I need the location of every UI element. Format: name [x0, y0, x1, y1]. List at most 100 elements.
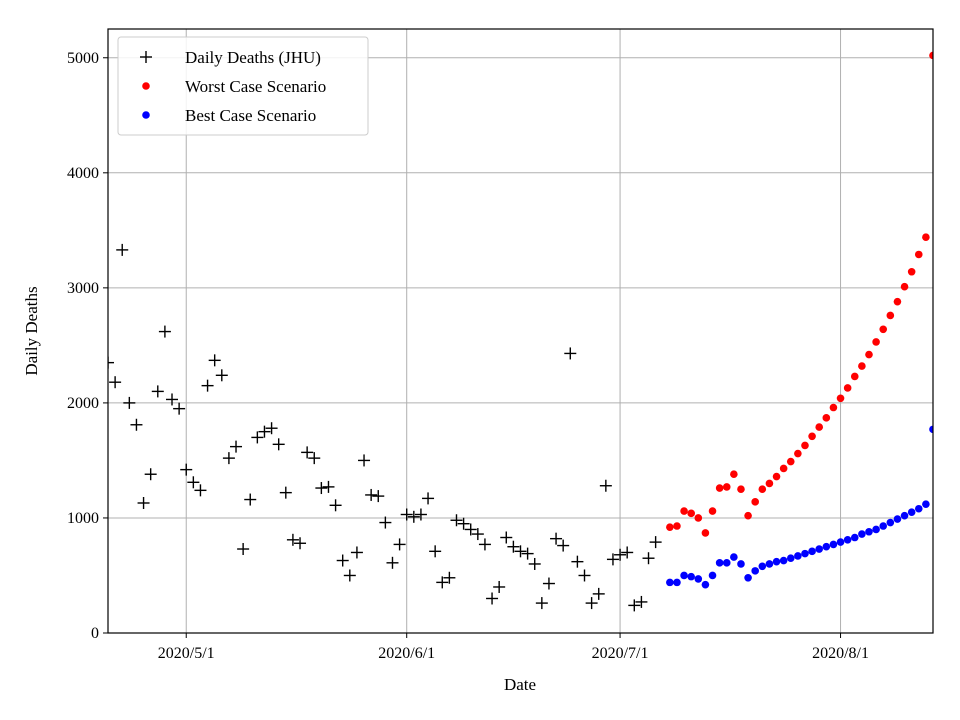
y-tick-label: 2000: [67, 395, 99, 412]
data-point-plus: [521, 547, 534, 560]
data-point-dot: [829, 540, 838, 549]
legend-box: [117, 36, 369, 136]
x-tick-label: 2020/6/1: [378, 645, 435, 662]
data-point-plus: [265, 422, 278, 435]
y-tick-label: 5000: [67, 50, 99, 67]
data-point-plus: [379, 516, 392, 529]
data-point-plus: [372, 490, 385, 503]
legend-label: Daily Deaths (JHU): [185, 48, 321, 67]
data-point-plus: [592, 587, 605, 600]
grid: [108, 29, 933, 634]
data-point-dot: [687, 572, 695, 581]
data-point-dot: [893, 515, 902, 523]
data-point-dot: [737, 560, 745, 568]
data-point-dot: [765, 560, 774, 568]
data-point-dot: [843, 384, 852, 392]
data-point-plus: [571, 555, 584, 568]
data-point-plus: [478, 538, 491, 551]
data-point-plus: [343, 569, 356, 582]
data-point-plus: [109, 376, 122, 389]
data-point-dot: [914, 250, 923, 259]
data-point-plus: [201, 379, 214, 392]
data-point-dot: [900, 282, 909, 291]
data-point-plus: [123, 396, 136, 409]
data-point-dot: [673, 578, 681, 587]
data-point-plus: [208, 354, 221, 367]
data-point-plus: [507, 540, 520, 553]
y-axis-label: Daily Deaths: [22, 286, 41, 375]
data-point-dot: [708, 571, 717, 580]
data-point-plus: [471, 528, 484, 541]
data-point-dot: [907, 267, 916, 276]
data-point-dot: [879, 522, 888, 530]
data-point-plus: [528, 557, 541, 570]
legend-marker: [142, 111, 150, 119]
data-point-dot: [815, 423, 824, 431]
data-point-plus: [386, 556, 399, 569]
data-point-dot: [694, 575, 703, 583]
data-point-plus: [358, 454, 371, 467]
data-point-dot: [865, 350, 873, 359]
data-point-plus: [187, 476, 200, 489]
data-point-dot: [687, 509, 695, 518]
data-point-dot: [758, 562, 767, 571]
data-point-plus: [286, 533, 299, 546]
data-point-plus: [550, 532, 563, 545]
data-point-plus: [215, 369, 228, 382]
data-point-dot: [914, 504, 923, 513]
data-point-plus: [180, 463, 193, 476]
data-point-dot: [836, 394, 845, 403]
data-point-plus: [108, 356, 114, 369]
data-point-dot: [836, 538, 845, 546]
data-point-dot: [730, 553, 738, 561]
data-point-dot: [829, 403, 838, 412]
data-point-plus: [443, 571, 456, 584]
data-point-dot: [772, 472, 781, 481]
data-point-plus: [230, 440, 243, 453]
data-point-plus: [635, 595, 648, 608]
data-point-dot: [730, 470, 738, 479]
data-point-dot: [879, 325, 888, 334]
data-point-dot: [751, 567, 759, 575]
x-tick-label: 2020/7/1: [592, 645, 649, 662]
data-point-dot: [815, 545, 824, 553]
data-point-plus: [244, 493, 257, 506]
data-point-plus: [599, 479, 612, 492]
data-point-plus: [535, 597, 548, 610]
data-point-plus: [585, 597, 598, 610]
data-point-dot: [708, 507, 717, 515]
legend: Daily Deaths (JHU) Worst Case Scenario Bes…: [117, 36, 369, 136]
data-point-plus: [606, 553, 619, 566]
series-2: [666, 425, 933, 589]
data-point-dot: [850, 372, 859, 381]
data-point-dot: [765, 479, 774, 488]
data-point-dot: [744, 511, 752, 520]
data-point-plus: [407, 510, 420, 523]
data-point-plus: [557, 539, 570, 552]
data-point-dot: [737, 485, 745, 493]
data-point-dot: [751, 498, 759, 506]
data-point-dot: [758, 485, 767, 493]
data-point-plus: [514, 545, 527, 558]
data-point-dot: [666, 578, 674, 587]
data-point-plus: [194, 484, 207, 497]
data-point-plus: [450, 514, 463, 527]
data-point-dot: [843, 536, 852, 544]
data-point-plus: [258, 425, 271, 438]
data-point-dot: [786, 554, 795, 563]
data-point-dot: [680, 507, 688, 515]
data-point-dot: [907, 508, 916, 516]
data-point-dot: [850, 533, 859, 542]
data-point-dot: [808, 547, 816, 556]
data-layer: [108, 51, 933, 612]
data-point-plus: [130, 418, 143, 431]
data-point-plus: [237, 543, 250, 556]
data-point-plus: [322, 480, 335, 493]
data-point-plus: [486, 592, 499, 605]
data-point-plus: [272, 438, 285, 451]
data-point-plus: [649, 536, 662, 549]
data-point-dot: [666, 523, 674, 531]
series-1: [666, 51, 933, 537]
data-point-plus: [393, 538, 406, 551]
data-point-dot: [744, 573, 752, 582]
